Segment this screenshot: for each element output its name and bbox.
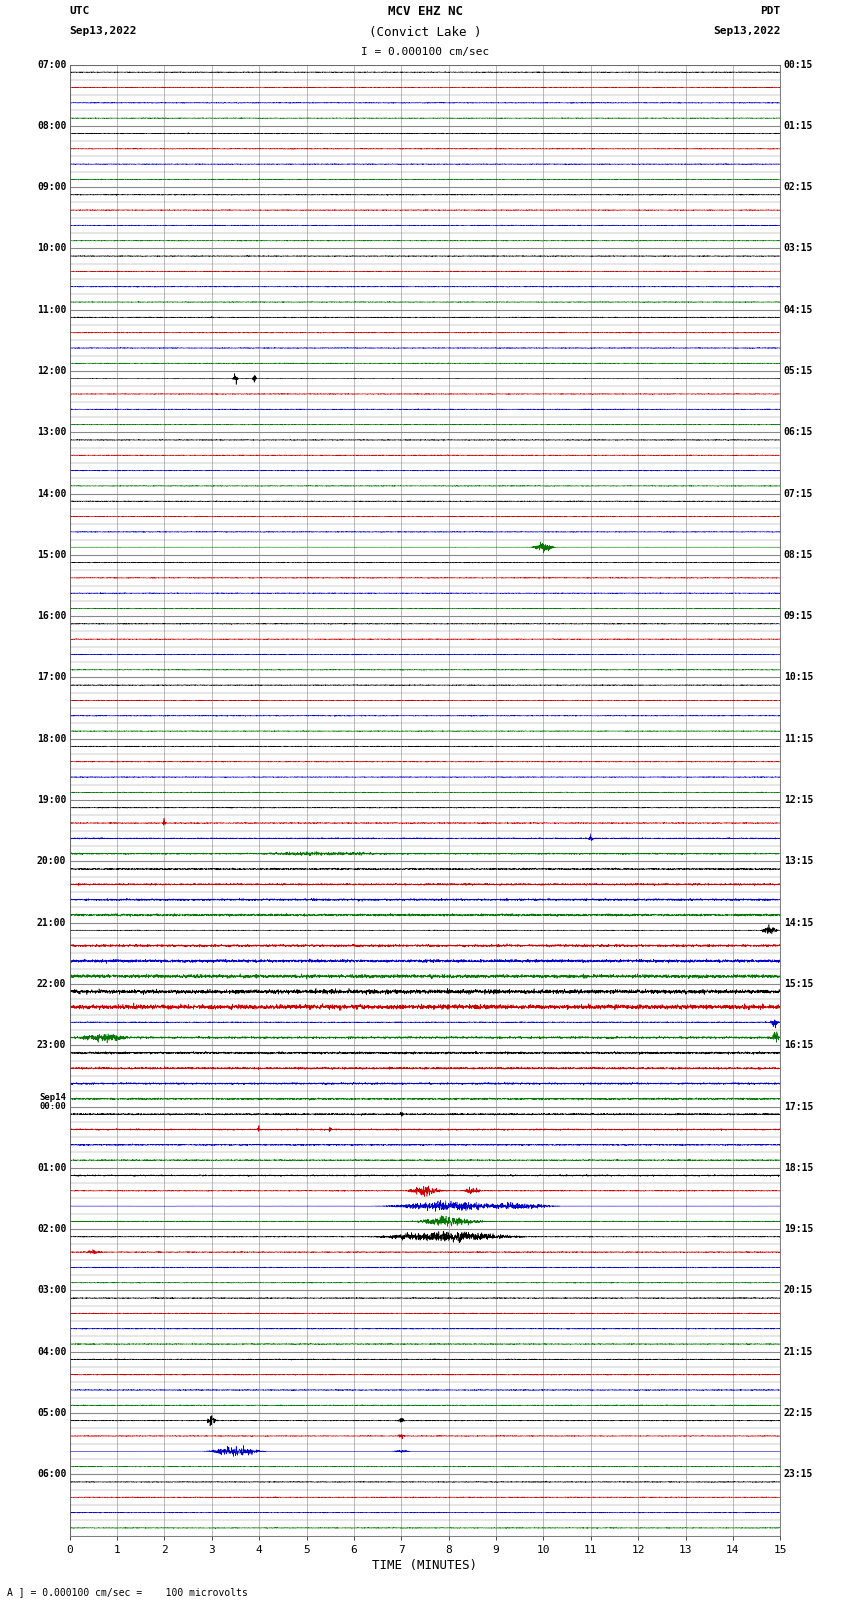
Text: 10:00: 10:00	[37, 244, 66, 253]
Text: Sep13,2022: Sep13,2022	[70, 26, 137, 35]
Text: 15:00: 15:00	[37, 550, 66, 560]
Text: 06:15: 06:15	[784, 427, 813, 437]
Text: 20:00: 20:00	[37, 857, 66, 866]
Text: 04:00: 04:00	[37, 1347, 66, 1357]
Text: 00:00: 00:00	[39, 1102, 66, 1111]
Text: 01:00: 01:00	[37, 1163, 66, 1173]
Text: 07:00: 07:00	[37, 60, 66, 69]
Text: 18:00: 18:00	[37, 734, 66, 744]
Text: 12:15: 12:15	[784, 795, 813, 805]
Text: 21:15: 21:15	[784, 1347, 813, 1357]
Text: 11:15: 11:15	[784, 734, 813, 744]
Text: 04:15: 04:15	[784, 305, 813, 315]
Text: 03:15: 03:15	[784, 244, 813, 253]
Text: 00:15: 00:15	[784, 60, 813, 69]
Text: 11:00: 11:00	[37, 305, 66, 315]
Text: 02:00: 02:00	[37, 1224, 66, 1234]
Text: 06:00: 06:00	[37, 1469, 66, 1479]
Text: 02:15: 02:15	[784, 182, 813, 192]
Text: 19:15: 19:15	[784, 1224, 813, 1234]
Text: UTC: UTC	[70, 6, 90, 16]
Text: 05:00: 05:00	[37, 1408, 66, 1418]
Text: 14:15: 14:15	[784, 918, 813, 927]
Text: 23:15: 23:15	[784, 1469, 813, 1479]
Text: 21:00: 21:00	[37, 918, 66, 927]
Text: 03:00: 03:00	[37, 1286, 66, 1295]
Text: A ] = 0.000100 cm/sec =    100 microvolts: A ] = 0.000100 cm/sec = 100 microvolts	[7, 1587, 247, 1597]
Text: 15:15: 15:15	[784, 979, 813, 989]
Text: 01:15: 01:15	[784, 121, 813, 131]
Text: 23:00: 23:00	[37, 1040, 66, 1050]
Text: 17:00: 17:00	[37, 673, 66, 682]
Text: 09:15: 09:15	[784, 611, 813, 621]
Text: 07:15: 07:15	[784, 489, 813, 498]
Text: 09:00: 09:00	[37, 182, 66, 192]
Text: 12:00: 12:00	[37, 366, 66, 376]
Text: 18:15: 18:15	[784, 1163, 813, 1173]
Text: (Convict Lake ): (Convict Lake )	[369, 26, 481, 39]
Text: Sep13,2022: Sep13,2022	[713, 26, 780, 35]
Text: 13:15: 13:15	[784, 857, 813, 866]
Text: 08:15: 08:15	[784, 550, 813, 560]
Text: PDT: PDT	[760, 6, 780, 16]
Text: I = 0.000100 cm/sec: I = 0.000100 cm/sec	[361, 47, 489, 56]
Text: Sep14: Sep14	[39, 1092, 66, 1102]
Text: 20:15: 20:15	[784, 1286, 813, 1295]
Text: 14:00: 14:00	[37, 489, 66, 498]
Text: 05:15: 05:15	[784, 366, 813, 376]
Text: 16:00: 16:00	[37, 611, 66, 621]
Text: MCV EHZ NC: MCV EHZ NC	[388, 5, 462, 18]
X-axis label: TIME (MINUTES): TIME (MINUTES)	[372, 1558, 478, 1571]
Text: 22:00: 22:00	[37, 979, 66, 989]
Text: 19:00: 19:00	[37, 795, 66, 805]
Text: 10:15: 10:15	[784, 673, 813, 682]
Text: 16:15: 16:15	[784, 1040, 813, 1050]
Text: 17:15: 17:15	[784, 1102, 813, 1111]
Text: 08:00: 08:00	[37, 121, 66, 131]
Text: 22:15: 22:15	[784, 1408, 813, 1418]
Text: 13:00: 13:00	[37, 427, 66, 437]
